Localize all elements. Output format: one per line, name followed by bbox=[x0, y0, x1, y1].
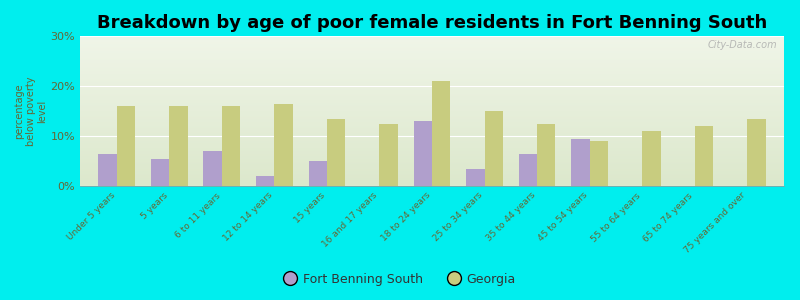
Bar bbox=[203, 151, 222, 186]
Bar bbox=[170, 106, 188, 186]
Bar bbox=[432, 81, 450, 186]
Bar bbox=[117, 106, 135, 186]
Y-axis label: percentage
below poverty
level: percentage below poverty level bbox=[14, 76, 48, 146]
Bar bbox=[747, 118, 766, 186]
Bar bbox=[151, 158, 170, 186]
Title: Breakdown by age of poor female residents in Fort Benning South: Breakdown by age of poor female resident… bbox=[97, 14, 767, 32]
Bar bbox=[537, 124, 555, 186]
Bar bbox=[379, 124, 398, 186]
Bar bbox=[466, 169, 485, 186]
Bar bbox=[571, 139, 590, 186]
Bar bbox=[414, 121, 432, 186]
Bar bbox=[222, 106, 240, 186]
Bar bbox=[309, 161, 327, 186]
Text: City-Data.com: City-Data.com bbox=[707, 40, 777, 50]
Bar bbox=[256, 176, 274, 186]
Bar bbox=[590, 141, 608, 186]
Bar bbox=[642, 131, 661, 186]
Bar bbox=[485, 111, 503, 186]
Bar bbox=[694, 126, 713, 186]
Bar bbox=[98, 154, 117, 186]
Legend: Fort Benning South, Georgia: Fort Benning South, Georgia bbox=[279, 268, 521, 291]
Bar bbox=[274, 103, 293, 186]
Bar bbox=[327, 118, 346, 186]
Bar bbox=[518, 154, 537, 186]
